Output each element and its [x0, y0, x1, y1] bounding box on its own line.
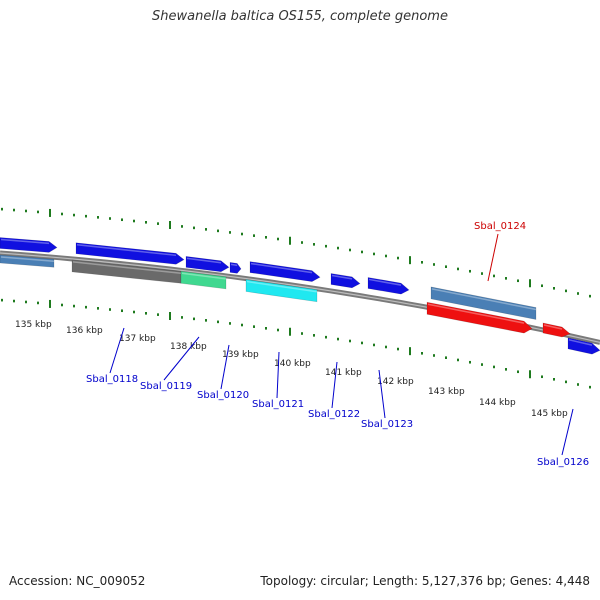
leader-line — [561, 408, 574, 456]
gene-features — [0, 237, 600, 355]
leader-line — [109, 327, 125, 374]
scale-label: 141 kbp — [325, 368, 362, 378]
gene-label: Sbal_0123 — [361, 419, 413, 430]
gene-feature — [430, 286, 537, 320]
gene-highlight — [76, 244, 177, 257]
accession-text: Accession: NC_009052 — [9, 574, 146, 588]
gene-highlight — [230, 263, 238, 267]
gene-feature — [0, 237, 58, 253]
map-title: Shewanella baltica OS155, complete genom… — [152, 9, 448, 24]
scale-label: 140 kbp — [274, 359, 311, 369]
outer-tick-ring — [1, 207, 591, 298]
gene-label: Sbal_0126 — [537, 457, 589, 468]
leader-line — [331, 361, 338, 409]
inner-tick-ring — [1, 298, 591, 389]
gene-feature — [245, 279, 318, 303]
gene-highlight — [427, 303, 525, 324]
leader-line — [487, 233, 499, 282]
leader-line — [220, 344, 230, 390]
scale-label: 136 kbp — [66, 326, 103, 336]
gene-highlight — [181, 272, 227, 280]
scale-label: 142 kbp — [377, 377, 414, 387]
gene-feature — [542, 322, 571, 338]
scale-label: 138 kbp — [170, 342, 207, 352]
scale-label: 143 kbp — [428, 387, 465, 397]
gene-highlight — [72, 261, 182, 275]
gene-highlight — [186, 257, 222, 264]
gene-highlight — [250, 262, 313, 274]
gene-highlight — [0, 256, 55, 263]
leader-line — [163, 336, 200, 381]
gene-highlight — [368, 278, 402, 286]
leader-line — [276, 351, 280, 399]
gene-feature — [229, 262, 242, 274]
gene-feature — [75, 242, 185, 265]
gene-highlight — [543, 324, 563, 330]
topology-text: Topology: circular; Length: 5,127,376 bp… — [260, 574, 590, 588]
gene-feature — [249, 261, 321, 282]
scale-label: 144 kbp — [479, 398, 516, 408]
gene-highlight — [568, 339, 593, 346]
scale-labels: 135 kbp 136 kbp 137 kbp 138 kbp 139 kbp 140 k… — [15, 320, 568, 419]
gene-label: Sbal_0124 — [474, 221, 526, 232]
gene-label: Sbal_0121 — [252, 399, 304, 410]
gene-feature — [185, 256, 230, 273]
scale-label: 145 kbp — [531, 409, 568, 419]
gene-highlight — [246, 280, 318, 293]
gene-feature — [180, 270, 227, 290]
scale-label: 135 kbp — [15, 320, 52, 330]
leader-line — [378, 369, 386, 419]
gene-highlight — [331, 274, 353, 280]
gene-label: Sbal_0122 — [308, 409, 360, 420]
gene-label: Sbal_0119 — [140, 381, 192, 392]
gene-feature — [0, 254, 55, 268]
scale-label: 137 kbp — [119, 334, 156, 344]
gene-label: Sbal_0120 — [197, 390, 249, 401]
gene-feature — [426, 301, 533, 334]
gene-feature — [567, 337, 600, 355]
gene-feature — [367, 277, 410, 295]
gene-highlight — [431, 288, 537, 311]
gene-feature — [330, 273, 361, 289]
gene-highlight — [0, 238, 50, 245]
scale-label: 139 kbp — [222, 350, 259, 360]
gene-label: Sbal_0118 — [86, 374, 138, 385]
